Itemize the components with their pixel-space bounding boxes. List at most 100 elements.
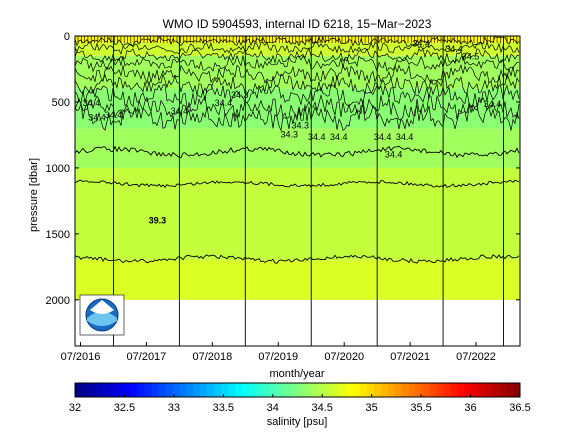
chart-title: WMO ID 5904593, internal ID 6218, 15−Mar… (163, 17, 432, 31)
colorbar-cell (387, 383, 396, 397)
surface-contour-line (74, 35, 520, 47)
contour-label: 34.4 (83, 98, 101, 108)
contour-label: 34.4 (374, 132, 392, 142)
colorbar-cell (360, 383, 368, 397)
contour-label: 34.4 (445, 44, 463, 54)
colorbar-tick-label: 36.5 (509, 402, 530, 414)
colorbar-cell (262, 383, 270, 397)
contour-label: 34.4 (396, 132, 414, 142)
salinity-layer-4 (75, 128, 520, 168)
x-tick-label: 07/2020 (324, 351, 364, 363)
colorbar-cell (290, 383, 298, 397)
colorbar-cell (471, 383, 479, 397)
colorbar-cell (401, 383, 410, 397)
colorbar-cell (283, 383, 291, 397)
x-tick-label: 07/2018 (192, 351, 232, 363)
colorbar-cell (179, 383, 187, 397)
contour-line-34.6 (74, 254, 520, 264)
colorbar-cell (478, 383, 486, 397)
colorbar-cell (165, 383, 173, 397)
colorbar-cell (102, 383, 111, 397)
colorbar-cell (394, 383, 403, 397)
colorbar-cell (339, 383, 347, 397)
colorbar-cell (276, 383, 284, 397)
colorbar-cell (346, 383, 354, 397)
colorbar-cell (353, 383, 361, 397)
contour-label: 34.4 (105, 110, 123, 120)
contour-label: 34.4 (171, 106, 189, 116)
contour-line-34.4 (74, 145, 520, 159)
colorbar-cell (408, 383, 416, 397)
colorbar-label: salinity [psu] (267, 416, 328, 428)
colorbar-cell (325, 383, 333, 397)
colorbar-cell (234, 383, 243, 397)
y-tick-label: 500 (52, 97, 70, 109)
colorbar-tick-label: 35 (366, 402, 378, 414)
contour-label: 34.4 (330, 132, 348, 142)
surface-contour-line (74, 40, 520, 55)
colorbar-cell (297, 383, 305, 397)
colorbar-cell (248, 383, 257, 397)
y-tick-label: 0 (64, 31, 70, 43)
contour-label: 39.3 (149, 215, 167, 225)
colorbar-cell (151, 383, 159, 397)
surface-contour-line (74, 102, 520, 132)
profile-ticks (77, 36, 518, 43)
contour-label: 34.4 (88, 112, 106, 122)
colorbar-cell (123, 383, 131, 397)
colorbar-cell (499, 383, 507, 397)
colorbar-cell (513, 383, 521, 397)
contour-label: 34.3 (280, 130, 298, 140)
colorbar-tick-label: 36 (464, 402, 476, 414)
colorbar-cell (506, 383, 514, 397)
colorbar-cell (130, 383, 138, 397)
colorbar-tick-label: 34 (267, 402, 279, 414)
contour-label: 34.4 (308, 132, 326, 142)
surface-contour-line (74, 82, 520, 108)
colorbar-frame (74, 382, 521, 398)
colorbar-cell (172, 383, 180, 397)
colorbar-cell (137, 383, 145, 397)
colorbar-tick-label: 33.5 (213, 402, 234, 414)
colorbar-cell (227, 383, 236, 397)
colorbar-cell (81, 383, 90, 397)
colorbar-cell (485, 383, 493, 397)
surface-contour-line (74, 93, 520, 121)
surface-contour-line (74, 54, 520, 73)
surface-contours (74, 35, 520, 132)
noaa-logo-wave (87, 311, 117, 326)
colorbar-cell (332, 383, 340, 397)
x-axis-label: month/year (269, 368, 324, 380)
colorbar-cell (367, 383, 375, 397)
colorbar-cell (269, 383, 277, 397)
colorbar-cell (464, 383, 472, 397)
colorbar-cell (429, 383, 437, 397)
colorbar-cell (144, 383, 152, 397)
colorbar-cell (193, 383, 201, 397)
noaa-logo-bird (90, 300, 114, 314)
colorbar-cell (443, 383, 451, 397)
contour-label: 34.4 (484, 99, 502, 109)
colorbar-cell (88, 383, 97, 397)
colorbar-tick-label: 35.5 (410, 402, 431, 414)
colorbar-cell (415, 383, 423, 397)
salinity-layer-0 (75, 36, 520, 43)
colorbar-cell (255, 383, 264, 397)
colorbar-cell (450, 383, 458, 397)
colorbar-tick-label: 32 (69, 402, 81, 414)
colorbar-cell (116, 383, 124, 397)
contour-label: 34.4 (215, 98, 233, 108)
colorbar-cell (436, 383, 444, 397)
x-tick-label: 07/2016 (61, 351, 101, 363)
x-tick-label: 07/2022 (456, 351, 496, 363)
x-tick-label: 07/2017 (127, 351, 167, 363)
contour-label: 34.5 (462, 52, 480, 62)
contour-label: 34.3 (291, 120, 309, 130)
colorbar-cell (75, 383, 83, 397)
colorbar-tick-label: 32.5 (114, 402, 135, 414)
colorbar-cell (109, 383, 118, 397)
colorbar-cell (158, 383, 166, 397)
colorbar-cell (304, 383, 312, 397)
colorbar-cell (422, 383, 430, 397)
colorbar-cell (241, 383, 250, 397)
